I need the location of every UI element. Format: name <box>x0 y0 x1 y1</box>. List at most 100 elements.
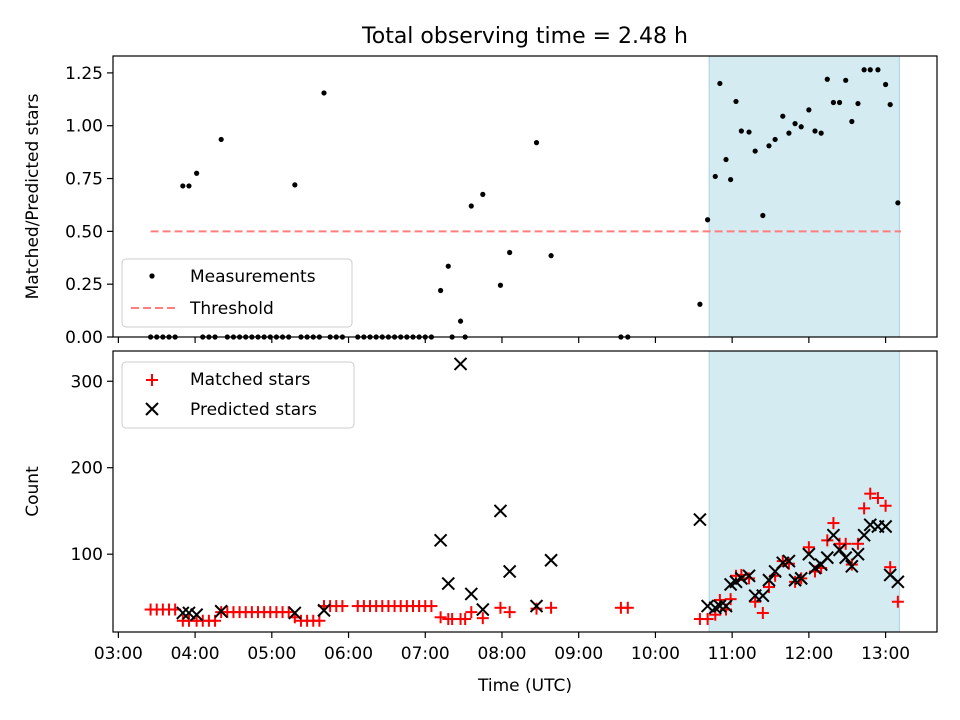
matched-star-point <box>864 487 877 500</box>
matched-star-point <box>701 613 714 626</box>
measurement-point <box>798 124 804 130</box>
measurement-point <box>843 77 849 83</box>
measurement-point <box>746 129 752 135</box>
predicted-star-point <box>851 547 865 561</box>
measurement-point <box>533 140 540 146</box>
measurement-point <box>818 130 824 136</box>
matched-star-point <box>545 601 558 614</box>
measurement-point <box>772 136 778 143</box>
x-tick-label: 08:00 <box>477 644 526 664</box>
measurement-point <box>445 263 451 269</box>
measurement-point <box>849 118 855 125</box>
legend-top: Measurements Threshold <box>121 258 353 328</box>
predicted-star-point <box>288 606 302 620</box>
measurement-point <box>468 203 474 209</box>
matched-star-point <box>494 601 507 614</box>
x-ticks-bottom: 03:00 04:00 05:00 06:00 07:00 08:00 09:00 10:00… <box>94 632 910 664</box>
matched-star-point <box>891 595 904 608</box>
matched-star-point <box>839 537 852 550</box>
predicted-star-point <box>891 575 905 589</box>
y-tick-label: 0.00 <box>65 328 103 348</box>
predicted-star-point <box>742 569 756 583</box>
predicted-star-point <box>708 601 722 615</box>
predicted-star-point <box>878 519 893 534</box>
predicted-star-point <box>441 576 455 591</box>
measurement-point <box>438 287 444 294</box>
predicted-star-points <box>176 357 905 622</box>
predicted-star-point <box>782 554 796 568</box>
matched-star-point <box>879 499 892 512</box>
predicted-star-point <box>826 528 841 542</box>
predicted-star-point <box>734 571 749 586</box>
matched-star-point <box>476 612 489 625</box>
y-ticks-bottom: 100 200 300 <box>71 372 113 565</box>
matched-star-point <box>858 502 871 515</box>
x-ticks-top <box>117 337 887 343</box>
measurement-point <box>882 81 889 88</box>
matched-star-point <box>776 555 789 568</box>
predicted-star-point <box>719 599 733 613</box>
measurement-point <box>321 90 327 96</box>
measurement-point <box>712 173 718 180</box>
x-tick-label: 07:00 <box>401 644 450 664</box>
predicted-star-point <box>544 553 558 567</box>
predicted-star-point <box>756 588 770 603</box>
bottom-panel: 100 200 300 03:00 04:00 05:00 06:00 07:00 08:00… <box>23 350 938 696</box>
y-axis-label-top: Matched/Predicted stars <box>23 93 43 299</box>
predicted-star-point <box>845 559 859 573</box>
measurement-point <box>786 130 792 136</box>
measurement-point <box>766 143 772 149</box>
matched-star-point <box>465 606 478 619</box>
predicted-star-point <box>693 512 707 527</box>
predicted-star-point <box>808 561 822 575</box>
measurement-point <box>752 148 758 154</box>
predicted-star-point <box>189 608 204 622</box>
matched-star-point <box>851 537 864 550</box>
measurement-point <box>697 301 703 307</box>
measurement-point <box>704 217 711 223</box>
legend-marker-predicted <box>145 402 159 416</box>
measurement-point <box>723 156 729 163</box>
legend-label-predicted: Predicted stars <box>190 400 317 420</box>
axes-frame-bottom <box>112 350 938 633</box>
matched-star-point <box>336 600 349 613</box>
predicted-star-point <box>713 599 727 613</box>
predicted-star-point <box>529 599 544 613</box>
legend-label-matched: Matched stars <box>190 370 310 390</box>
measurement-point <box>780 113 786 119</box>
matched-star-point <box>503 606 516 619</box>
predicted-star-point <box>762 573 776 587</box>
x-tick-label: 03:00 <box>94 644 143 664</box>
measurement-point <box>830 99 837 106</box>
measurement-point <box>497 282 504 288</box>
predicted-star-point <box>493 504 508 518</box>
predicted-star-point <box>794 571 808 586</box>
predicted-star-point <box>453 357 468 371</box>
matched-star-point <box>621 601 634 614</box>
y-axis-label-bottom: Count <box>23 466 43 517</box>
y-ticks-top: 0.00 0.25 0.50 0.75 1.00 1.25 <box>65 64 113 348</box>
matched-star-point <box>827 517 840 530</box>
measurement-point <box>855 100 861 107</box>
predicted-star-point <box>433 533 448 548</box>
measurement-point <box>887 101 893 108</box>
x-axis-label: Time (UTC) <box>477 676 572 696</box>
measurement-point <box>548 253 554 259</box>
highlight-band-top <box>708 55 900 338</box>
measurement-point <box>457 318 464 324</box>
x-tick-label: 09:00 <box>554 644 603 664</box>
measurement-point <box>806 107 812 113</box>
predicted-star-point <box>464 587 479 601</box>
measurement-point <box>186 183 192 189</box>
matched-star-point <box>749 595 762 608</box>
y-tick-label: 0.75 <box>65 170 103 190</box>
predicted-star-point <box>317 603 331 618</box>
measurement-point <box>836 99 843 106</box>
x-tick-label: 05:00 <box>247 644 296 664</box>
x-tick-label: 11:00 <box>708 644 757 664</box>
measurement-point <box>812 128 818 134</box>
y-tick-label: 0.50 <box>65 222 103 242</box>
y-tick-label: 200 <box>71 459 103 479</box>
top-panel: 0.00 0.25 0.50 0.75 1.00 1.25 Matched/Predict… <box>23 55 938 348</box>
predicted-star-point <box>820 550 834 565</box>
